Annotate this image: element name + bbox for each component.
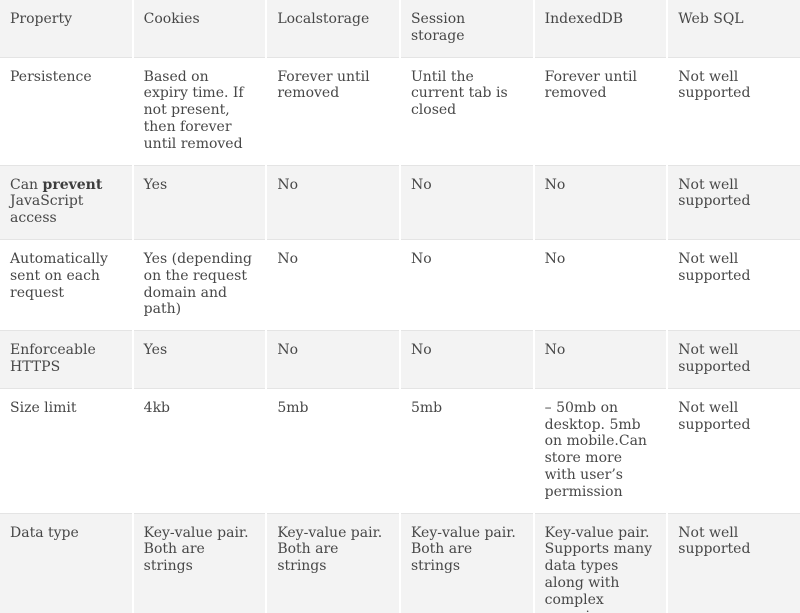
row-header-automatically-sent-on-each-request: Automatically sent on each request — [0, 238, 132, 331]
cell-enforceable-https-localstorage: No — [267, 330, 399, 388]
column-header-web-sql: Web SQL — [668, 0, 800, 57]
cell-size-limit-cookies: 4kb — [133, 387, 266, 513]
cell-automatically-sent-on-each-request-web-sql: Not well supported — [668, 238, 800, 331]
row-header-data-type: Data type — [0, 512, 132, 613]
cell-can-prevent-javascript-access-localstorage: No — [267, 164, 399, 239]
column-header-property: Property — [0, 0, 132, 57]
cell-persistence-web-sql: Not well supported — [668, 56, 800, 165]
cell-data-type-web-sql: Not well supported — [668, 512, 800, 613]
cell-enforceable-https-cookies: Yes — [133, 330, 266, 388]
column-header-localstorage: Localstorage — [267, 0, 399, 57]
row-header-enforceable-https: Enforceable HTTPS — [0, 330, 132, 388]
row-header-persistence: Persistence — [0, 56, 132, 165]
cell-persistence-indexeddb: Forever until removed — [534, 56, 667, 165]
cell-enforceable-https-web-sql: Not well supported — [668, 330, 800, 388]
cell-automatically-sent-on-each-request-session-storage: No — [400, 238, 533, 331]
cell-persistence-cookies: Based on expiry time. If not present, th… — [133, 56, 266, 165]
table-row-size-limit: Size limit 4kb 5mb 5mb – 50mb on desktop. 5m… — [0, 387, 800, 513]
cell-enforceable-https-indexeddb: No — [534, 330, 667, 388]
cell-can-prevent-javascript-access-indexeddb: No — [534, 164, 667, 239]
column-header-cookies: Cookies — [133, 0, 266, 57]
row-header-can-prevent-javascript-access: Can prevent JavaScript access — [0, 164, 132, 239]
cell-can-prevent-javascript-access-web-sql: Not well supported — [668, 164, 800, 239]
cell-size-limit-localstorage: 5mb — [267, 387, 399, 513]
cell-size-limit-indexeddb: – 50mb on desktop. 5mb on mobile.Can sto… — [534, 387, 667, 513]
row-header-size-limit: Size limit — [0, 387, 132, 513]
bold-text: prevent — [42, 176, 103, 193]
cell-size-limit-web-sql: Not well supported — [668, 387, 800, 513]
header-row: Property Cookies Localstorage Session stora… — [0, 0, 800, 57]
cell-automatically-sent-on-each-request-indexeddb: No — [534, 238, 667, 331]
table-row-automatically-sent-on-each-request: Automatically sent on each request Yes (d… — [0, 238, 800, 331]
cell-data-type-indexeddb: Key-value pair. Supports many data types… — [534, 512, 667, 613]
cell-data-type-session-storage: Key-value pair. Both are strings — [400, 512, 533, 613]
cell-size-limit-session-storage: 5mb — [400, 387, 533, 513]
table-row-enforceable-https: Enforceable HTTPS Yes No No No Not well suppo… — [0, 330, 800, 388]
cell-persistence-localstorage: Forever until removed — [267, 56, 399, 165]
table-row-data-type: Data type Key-value pair. Both are string… — [0, 512, 800, 613]
table-header: Property Cookies Localstorage Session stora… — [0, 0, 800, 57]
cell-data-type-cookies: Key-value pair. Both are strings — [133, 512, 266, 613]
cell-persistence-session-storage: Until the current tab is closed — [400, 56, 533, 165]
table-row-can-prevent-javascript-access: Can prevent JavaScript access Yes No No No No… — [0, 164, 800, 239]
cell-automatically-sent-on-each-request-cookies: Yes (depending on the request domain and… — [133, 238, 266, 331]
cell-can-prevent-javascript-access-cookies: Yes — [133, 164, 266, 239]
cell-data-type-localstorage: Key-value pair. Both are strings — [267, 512, 399, 613]
column-header-indexeddb: IndexedDB — [534, 0, 667, 57]
cell-enforceable-https-session-storage: No — [400, 330, 533, 388]
table-body: Persistence Based on expiry time. If not … — [0, 56, 800, 613]
cell-can-prevent-javascript-access-session-storage: No — [400, 164, 533, 239]
column-header-session-storage: Session storage — [400, 0, 533, 57]
table-row-persistence: Persistence Based on expiry time. If not … — [0, 56, 800, 165]
cell-automatically-sent-on-each-request-localstorage: No — [267, 238, 399, 331]
